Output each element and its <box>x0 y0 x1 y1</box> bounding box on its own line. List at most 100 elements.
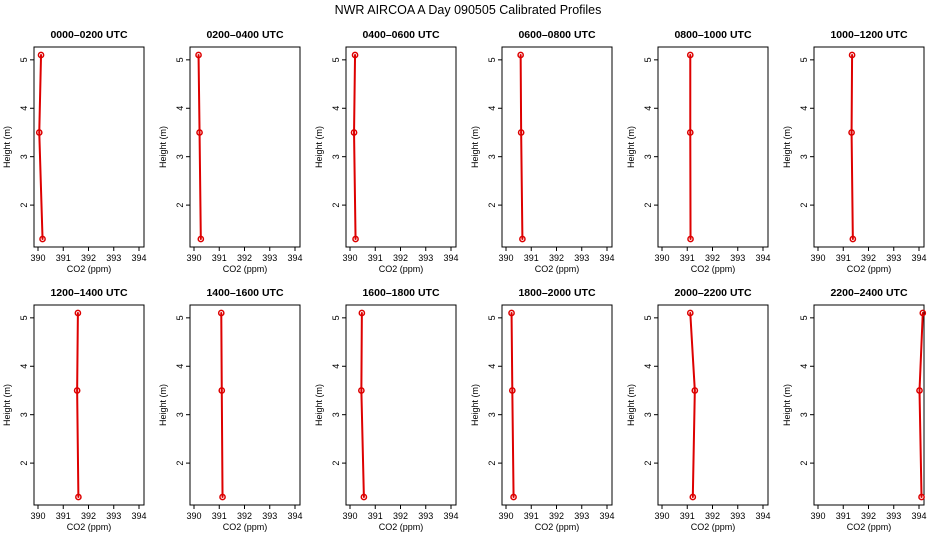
profile-point <box>687 235 694 243</box>
profile-point <box>35 129 43 136</box>
x-tick-label: 393 <box>106 511 121 521</box>
x-tick-label: 393 <box>730 511 745 521</box>
x-tick-label: 392 <box>549 253 564 263</box>
y-tick-label: 2 <box>175 461 185 466</box>
profile-point <box>686 309 694 317</box>
profile-point <box>689 493 697 501</box>
x-tick-label: 393 <box>574 253 589 263</box>
profile-point <box>73 387 81 394</box>
x-tick-label: 390 <box>498 511 513 521</box>
x-tick-label: 391 <box>212 511 227 521</box>
x-tick-label: 390 <box>186 511 201 521</box>
profile-line <box>353 131 357 240</box>
y-tick-label: 5 <box>19 315 29 320</box>
x-tick-label: 390 <box>654 253 669 263</box>
y-tick-label: 3 <box>799 154 809 159</box>
profile-line <box>519 54 523 134</box>
x-tick-label: 394 <box>131 511 146 521</box>
y-tick-label: 5 <box>331 57 341 62</box>
x-tick-label: 393 <box>886 511 901 521</box>
x-tick-label: 391 <box>56 511 71 521</box>
x-tick-label: 393 <box>262 511 277 521</box>
profile-line <box>918 389 923 498</box>
profile-panel: 1000–1200 UTC 390 391 392 393 394 2 3 4 5 CO2 (ppm… <box>782 29 927 274</box>
profile-point <box>358 309 366 317</box>
profile-line <box>198 131 202 240</box>
x-tick-label: 392 <box>861 511 876 521</box>
x-axis-label: CO2 (ppm) <box>223 522 268 532</box>
x-tick-label: 394 <box>755 511 770 521</box>
profile-point <box>916 387 923 394</box>
panel-title: 1800–2000 UTC <box>518 287 595 299</box>
y-tick-label: 4 <box>19 364 29 369</box>
profile-point <box>196 129 203 136</box>
panel-title: 1200–1400 UTC <box>50 287 127 299</box>
y-tick-label: 4 <box>487 364 497 369</box>
y-tick-label: 4 <box>799 106 809 111</box>
y-tick-label: 5 <box>643 57 653 62</box>
profile-panel: 1400–1600 UTC 390 391 392 393 394 2 3 4 5 CO2 (ppm… <box>158 287 303 532</box>
y-tick-label: 5 <box>487 315 497 320</box>
panel-title: 0400–0600 UTC <box>362 29 439 41</box>
panel-title: 2200–2400 UTC <box>830 287 907 299</box>
x-axis-label: CO2 (ppm) <box>67 264 112 274</box>
y-tick-label: 5 <box>175 57 185 62</box>
y-tick-label: 4 <box>331 106 341 111</box>
profile-point <box>350 129 358 136</box>
plot-box <box>33 46 145 248</box>
x-tick-label: 391 <box>368 253 383 263</box>
profile-point <box>848 129 855 136</box>
x-tick-label: 393 <box>418 511 433 521</box>
profile-panel: 0600–0800 UTC 390 391 392 393 394 2 3 4 5 CO2 (ppm… <box>470 29 615 274</box>
y-tick-label: 2 <box>19 461 29 466</box>
profile-point <box>848 51 856 59</box>
plot-box <box>813 304 925 506</box>
plot-box <box>813 46 925 248</box>
profile-line <box>850 131 854 240</box>
profile-panel: 1800–2000 UTC 390 391 392 393 394 2 3 4 5 CO2 (ppm… <box>470 287 615 532</box>
x-tick-label: 394 <box>287 511 302 521</box>
y-tick-label: 3 <box>175 412 185 417</box>
profile-point <box>686 129 694 136</box>
x-tick-label: 390 <box>498 253 513 263</box>
x-tick-label: 390 <box>342 253 357 263</box>
y-axis-label: Height (m) <box>2 384 12 426</box>
profile-panel: 2000–2200 UTC 390 391 392 393 394 2 3 4 5 CO2 (ppm… <box>626 287 771 532</box>
panel-title: 1400–1600 UTC <box>206 287 283 299</box>
x-tick-label: 390 <box>30 253 45 263</box>
plot-box <box>345 46 457 248</box>
profile-panel: 0000–0200 UTC 390 391 392 393 394 2 3 4 5 CO2 (ppm… <box>2 29 147 274</box>
x-tick-label: 391 <box>836 253 851 263</box>
y-tick-label: 5 <box>487 57 497 62</box>
y-tick-label: 5 <box>19 57 29 62</box>
profile-point <box>75 493 82 501</box>
y-tick-label: 5 <box>175 315 185 320</box>
x-axis-label: CO2 (ppm) <box>379 522 424 532</box>
profile-point <box>39 235 46 243</box>
profile-point <box>74 309 82 317</box>
y-tick-label: 5 <box>799 57 809 62</box>
profile-point <box>510 493 517 501</box>
profile-point <box>686 51 694 59</box>
panel-title: 2000–2200 UTC <box>674 287 751 299</box>
profile-line <box>691 389 696 498</box>
x-tick-label: 393 <box>418 253 433 263</box>
profile-line <box>38 131 44 240</box>
profile-point <box>918 493 925 501</box>
y-tick-label: 4 <box>643 364 653 369</box>
panel-title: 0600–0800 UTC <box>518 29 595 41</box>
y-axis-label: Height (m) <box>626 126 636 168</box>
profile-line <box>510 312 514 392</box>
x-tick-label: 394 <box>443 253 458 263</box>
panels-grid: 0000–0200 UTC 390 391 392 393 394 2 3 4 5 CO2 (ppm… <box>2 29 927 532</box>
profile-point <box>37 51 45 59</box>
y-axis-label: Height (m) <box>626 384 636 426</box>
profile-line <box>353 54 357 134</box>
y-tick-label: 4 <box>19 106 29 111</box>
y-axis-label: Height (m) <box>158 126 168 168</box>
profile-line <box>918 312 924 392</box>
y-axis-label: Height (m) <box>782 126 792 168</box>
profile-point <box>195 51 202 59</box>
y-tick-label: 2 <box>799 461 809 466</box>
